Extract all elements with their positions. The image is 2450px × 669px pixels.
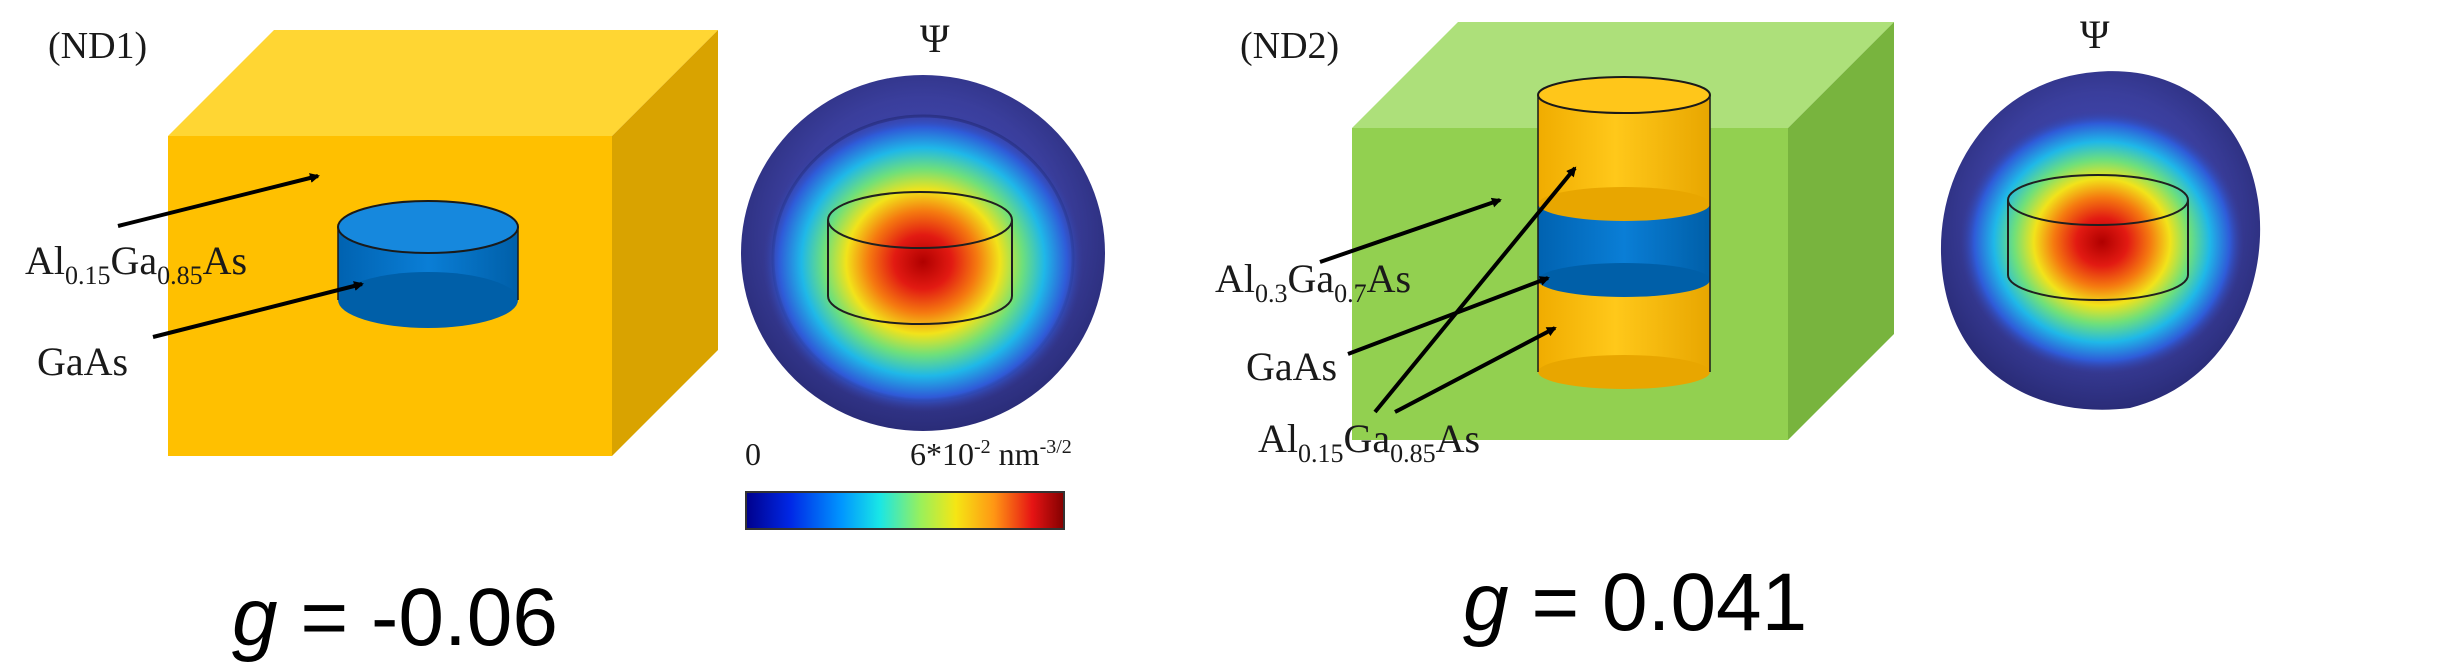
nd2-psi-label: Ψ [2080,12,2110,57]
nd2-arrow-barrier-bottom [1394,326,1557,414]
nd2-arrow-outer [1319,197,1502,264]
nd1-wavefunction-plot [741,75,1105,431]
nd2-g-text: g = 0.041 [1463,557,1807,648]
nd1-psi-label: Ψ [920,16,950,61]
nd1-arrow-gaas [152,281,364,339]
nd1-panel: (ND1) Al0.15Ga0.85As GaAs Ψ [25,16,1105,663]
colorbar: 0 6*10-2 nm-3/2 [745,436,1072,530]
nd2-label: (ND2) [1240,25,1339,67]
nd1-gaas-disk [337,200,519,328]
nd2-outer-label: Al0.3Ga0.7As [1215,256,1411,308]
nd2-box-side [1788,22,1894,440]
nd1-g-factor: g = -0.06 [232,572,558,663]
nd2-panel: (ND2) Al0.3Ga0.7As GaAs [1215,12,2261,648]
nd2-stacked-cylinder [1537,76,1711,389]
nd1-arrow-algaas [117,173,320,228]
nd2-gaas-label: GaAs [1246,344,1337,389]
nd2-g-factor: g = 0.041 [1463,557,1807,648]
colorbar-gradient [745,491,1065,530]
colorbar-min-label: 0 [745,436,761,472]
nd1-algaas-label: Al0.15Ga0.85As [25,238,247,290]
nd1-gaas-label: GaAs [37,339,128,384]
nd2-wavefunction-plot [1940,71,2261,410]
nd2-barrier-label: Al0.15Ga0.85As [1258,416,1480,468]
nd2-arrow-barrier-top [1373,166,1577,414]
nd1-label: (ND1) [48,25,147,67]
nd1-box-top [168,30,718,136]
nd1-box-side [612,30,718,456]
nd1-g-text: g = -0.06 [232,572,558,663]
colorbar-max-label: 6*10-2 nm-3/2 [910,436,1072,472]
nd2-box-top [1352,22,1894,128]
nd2-arrow-gaas [1347,276,1550,356]
